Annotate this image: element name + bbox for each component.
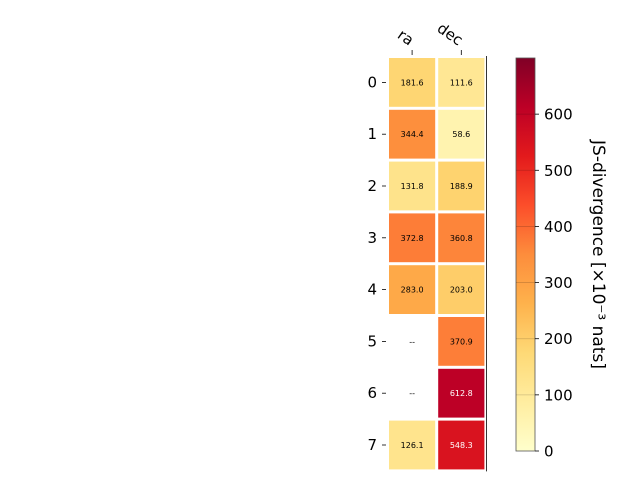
colorbar-tick-label: 0	[544, 443, 554, 461]
heatmap-cell	[438, 58, 485, 107]
heatmap-cell-label: 126.1	[401, 441, 424, 450]
row-tick-label: 2	[367, 177, 377, 195]
heatmap-cell-label: 283.0	[401, 286, 424, 295]
heatmap-cell	[438, 420, 485, 470]
row-tick-label: 5	[367, 332, 377, 350]
heatmap-missing-label: --	[409, 337, 415, 346]
colorbar: 0 100 200 300 400 500 600 JS-divergence [×10⁻³ …	[515, 57, 608, 461]
heatmap-cell-label: 111.6	[450, 78, 473, 87]
heatmap-cell-label: 58.6	[452, 130, 470, 139]
heatmap-cell	[389, 265, 436, 314]
heatmap-cell	[438, 213, 485, 263]
row-tick-label: 3	[367, 229, 377, 247]
heatmap-cell-label: 370.9	[450, 337, 473, 346]
heatmap-cell	[389, 109, 436, 159]
colorbar-tick-label: 100	[544, 386, 573, 404]
heatmap-cell	[389, 161, 436, 211]
heatmap-cell	[438, 161, 485, 211]
column-tick-label: dec	[434, 19, 466, 49]
heatmap-cell-label: 203.0	[450, 286, 473, 295]
heatmap-cell-label: 548.3	[450, 441, 473, 450]
colorbar-tick-label: 500	[544, 162, 573, 180]
heatmap-cell	[438, 317, 485, 366]
heatmap-cell-label: 372.8	[401, 234, 424, 243]
row-tick-label: 6	[367, 384, 377, 402]
heatmap-cell	[438, 368, 485, 418]
colorbar-tick-label: 300	[544, 274, 573, 292]
heatmap-cell-label: 360.8	[450, 234, 473, 243]
heatmap-cell-label: 344.4	[401, 130, 424, 139]
heatmap-cell	[438, 109, 485, 159]
heatmap-cell-label: 131.8	[401, 182, 424, 191]
heatmap-cell	[389, 420, 436, 470]
row-tick-label: 0	[367, 73, 377, 91]
heatmap-missing-label: --	[409, 389, 415, 398]
heatmap-cell-label: 181.6	[401, 78, 424, 87]
heatmap-cell-label: 188.9	[450, 182, 473, 191]
heatmap-cells: 181.6 111.6 344.4 58.6 131.8 188.9 372.8 360.8 2…	[389, 58, 485, 470]
heatmap-cell-label: 612.8	[450, 389, 473, 398]
colorbar-tick-label: 400	[544, 218, 573, 236]
heatmap-cell	[389, 213, 436, 263]
row-tick-label: 4	[367, 281, 377, 299]
heatmap-cell	[438, 265, 485, 314]
colorbar-label: JS-divergence [×10⁻³ nats]	[588, 139, 608, 369]
heatmap-cell	[389, 58, 436, 107]
colorbar-tick-label: 600	[544, 106, 573, 124]
row-tick-label: 1	[367, 125, 377, 143]
column-tick-label: ra	[394, 26, 417, 50]
colorbar-gradient	[515, 57, 536, 452]
row-tick-label: 7	[367, 436, 377, 454]
colorbar-tick-label: 200	[544, 330, 573, 348]
